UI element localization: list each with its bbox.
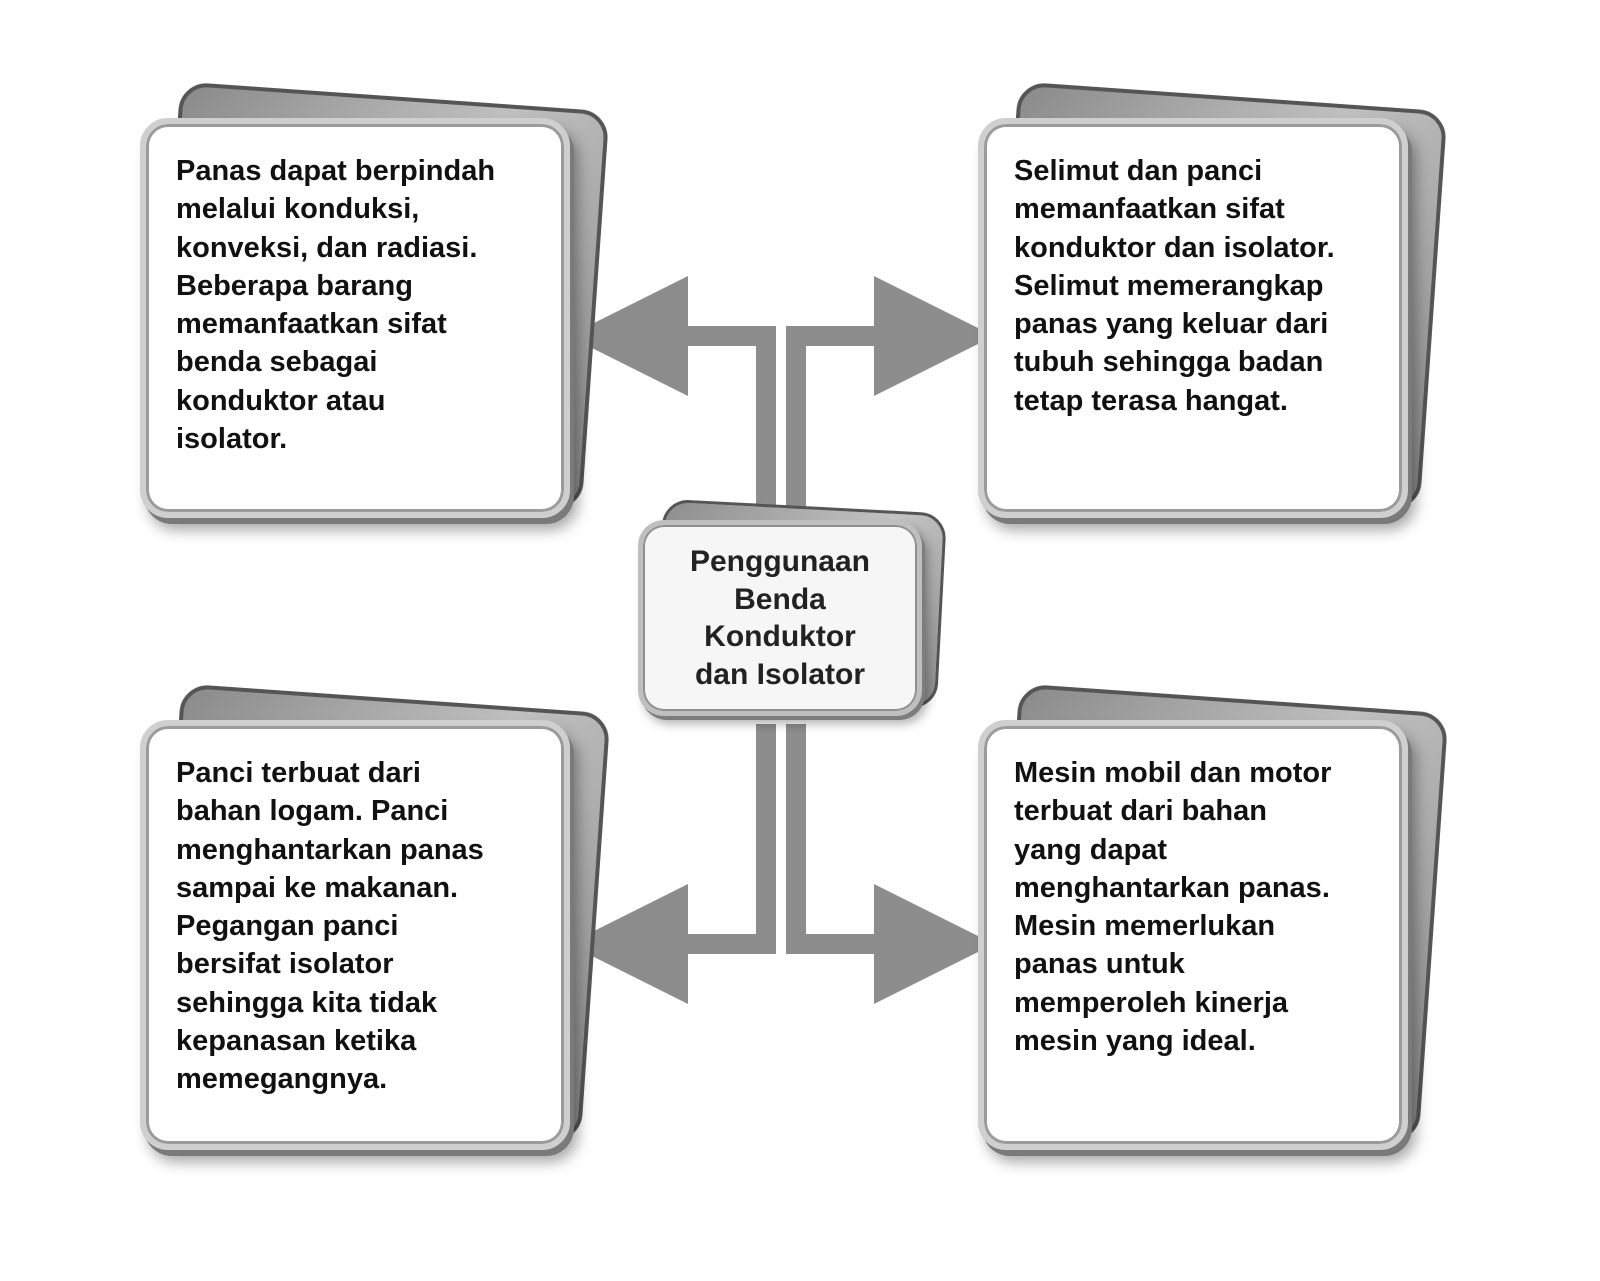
card-bottom-right: Mesin mobil dan motor terbuat dari bahan… — [978, 720, 1408, 1150]
card-text: Panci terbuat dari bahan logam. Panci me… — [176, 754, 484, 1098]
diagram-canvas: Panas dapat berpindah melalui konduksi, … — [0, 0, 1600, 1281]
card-bottom-left: Panci terbuat dari bahan logam. Panci me… — [140, 720, 570, 1150]
center-node: Penggunaan Benda Konduktor dan Isolator — [638, 520, 922, 716]
card-text: Mesin mobil dan motor terbuat dari bahan… — [1014, 754, 1331, 1060]
center-text: Penggunaan Benda Konduktor dan Isolator — [690, 543, 870, 693]
card-text: Selimut dan panci memanfaatkan sifat kon… — [1014, 152, 1335, 420]
card-text: Panas dapat berpindah melalui konduksi, … — [176, 152, 495, 458]
card-top-left: Panas dapat berpindah melalui konduksi, … — [140, 118, 570, 518]
card-top-right: Selimut dan panci memanfaatkan sifat kon… — [978, 118, 1408, 518]
